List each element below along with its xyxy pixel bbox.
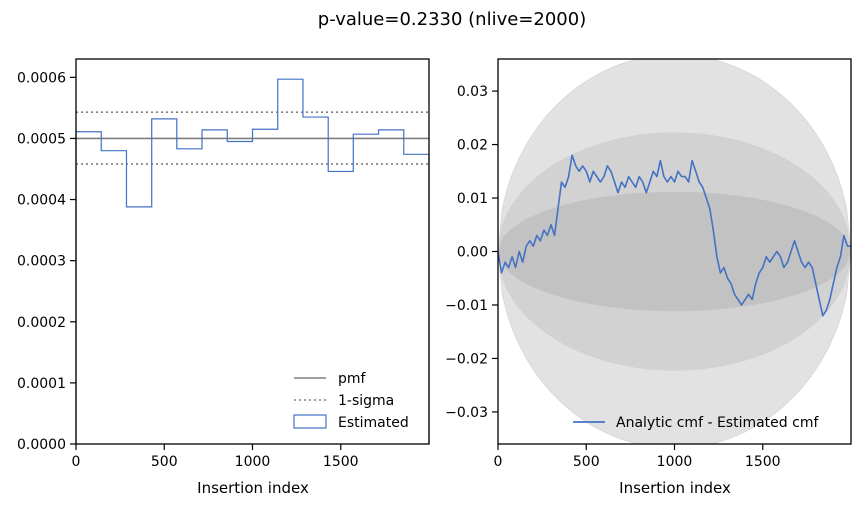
left-x-tick-label: 500 [151,454,178,470]
right-y-tick-label: 0.01 [457,191,488,207]
left-y-tick-label: 0.0001 [17,376,66,392]
left-x-tick-label: 0 [72,454,81,470]
left-y-tick-label: 0.0003 [17,254,66,270]
estimated-histogram [75,78,430,444]
left-y-tick-label: 0.0006 [17,70,66,86]
legend-estimated-swatch [293,414,327,429]
left-y-axis: 0.0000 0.0001 0.0002 0.0003 0.0004 0.0005 0.00… [17,70,76,453]
left-x-tick-label: 1000 [235,454,271,470]
right-legend: Analytic cmf - Estimated cmf [573,415,819,431]
left-frame [75,58,430,445]
right-x-tick-label: 0 [494,454,503,470]
right-x-tick-label: 1000 [657,454,693,470]
sigma-1-band [498,191,851,312]
left-y-tick-label: 0.0004 [17,193,66,209]
right-x-tick-label: 1500 [745,454,781,470]
right-y-tick-label: 0.00 [457,245,488,261]
legend-sigma-label: 1-sigma [338,393,394,409]
left-y-tick-label: 0.0000 [17,437,66,453]
right-y-axis: −0.03 −0.02 −0.01 0.00 0.01 0.02 0.03 [445,84,498,421]
cmf-difference-line [498,154,851,317]
right-y-tick-label: 0.02 [457,138,488,154]
right-y-tick-label: −0.03 [445,405,488,421]
figure-title: p-value=0.2330 (nlive=2000) [318,9,586,30]
right-y-tick-label: −0.01 [445,298,488,314]
legend-cmf-label: Analytic cmf - Estimated cmf [616,415,819,431]
legend-estimated-label: Estimated [338,415,409,431]
right-chart: 0 500 1000 1500 −0.03 −0.02 −0.01 0.00 0.01 0.02… [445,58,852,497]
legend-pmf-label: pmf [338,371,367,387]
left-legend: pmf 1-sigma Estimated [293,371,409,431]
right-y-tick-label: 0.03 [457,84,488,100]
right-y-tick-label: −0.02 [445,351,488,367]
right-plot-area [498,59,851,444]
left-y-tick-label: 0.0005 [17,131,66,147]
right-x-tick-label: 500 [573,454,600,470]
right-x-axis-label: Insertion index [619,479,731,497]
left-chart: 0 500 1000 1500 0.00000.00010.00020.00030.0… [17,58,430,497]
left-x-tick-label: 1500 [323,454,359,470]
left-y-tick-label: 0.0002 [17,315,66,331]
right-x-axis: 0 500 1000 1500 [494,444,781,470]
left-x-axis: 0 500 1000 1500 [72,444,359,470]
left-plot-area [75,58,430,445]
left-x-axis-label: Insertion index [197,479,309,497]
